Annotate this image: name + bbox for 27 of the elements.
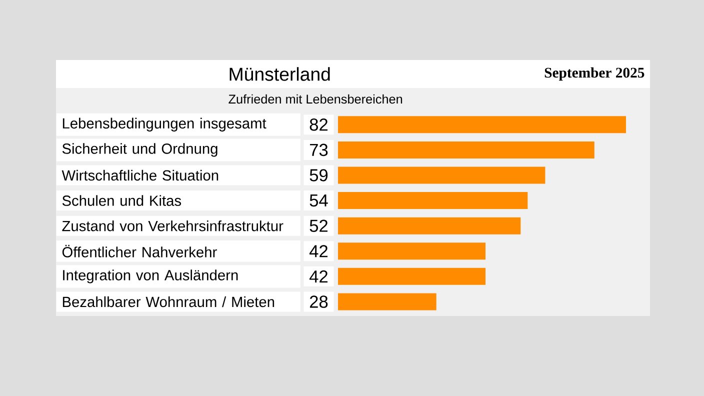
data-label: 52	[310, 220, 328, 232]
y-tick-label: Bezahlbarer Wohnraum / Mieten	[62, 296, 274, 308]
data-label: 42	[309, 270, 328, 282]
y-tick-label: Lebensbedingungen insgesamt	[62, 118, 266, 132]
data-label: 73	[310, 144, 328, 156]
data-label: 42	[309, 245, 328, 258]
y-tick-label: Sicherheit und Ordnung	[62, 143, 218, 157]
y-tick-label: Schulen und Kitas	[62, 195, 182, 206]
y-tick-label: Öffentlicher Nahverkehr	[62, 244, 217, 258]
bar	[338, 166, 546, 184]
bar	[338, 141, 594, 158]
bar	[338, 192, 528, 210]
y-tick-label: Integration von Ausländern	[63, 270, 238, 284]
bar	[338, 293, 436, 310]
bar	[338, 242, 486, 260]
chart-subtitle: Zufrieden mit Lebensbereichen	[228, 94, 402, 104]
y-tick-label: Zustand von Verkehrsinfrastruktur	[62, 220, 284, 232]
data-label: 28	[310, 296, 328, 308]
data-label: 54	[310, 194, 328, 207]
bar	[338, 217, 521, 234]
bar	[338, 268, 486, 285]
chart-title: Münsterland	[230, 67, 330, 81]
bar	[338, 116, 626, 134]
y-tick-label: Wirtschaftliche Situation	[62, 170, 218, 181]
data-label: 59	[310, 169, 328, 182]
text: September 2025	[544, 67, 644, 81]
data-label: 82	[310, 118, 328, 131]
